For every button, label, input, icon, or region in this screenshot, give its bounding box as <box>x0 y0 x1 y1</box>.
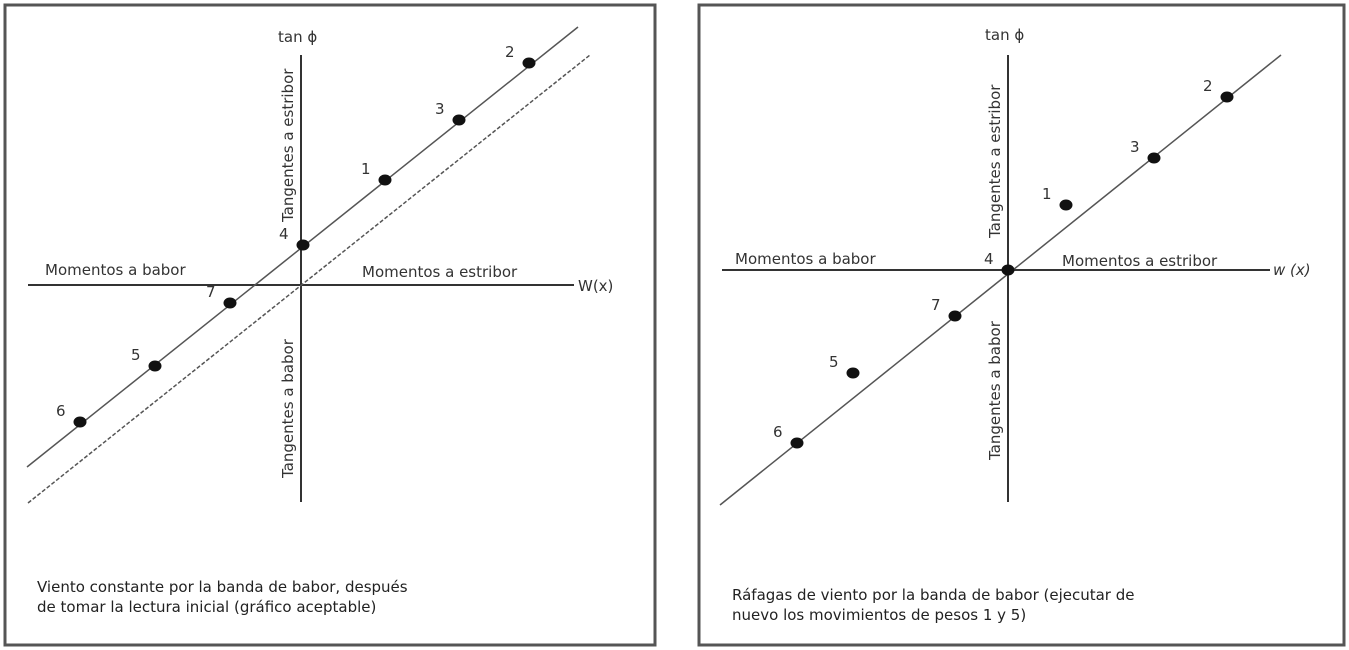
data-point-2 <box>1220 91 1234 103</box>
x-axis-label: w (x) <box>1273 261 1311 279</box>
point-label-1: 1 <box>361 160 371 178</box>
lower-tangent-label: Tangentes a babor <box>986 320 1004 461</box>
caption-line-2: de tomar la lectura inicial (gráfico ace… <box>37 598 376 616</box>
data-point-3 <box>1147 152 1161 164</box>
data-point-5 <box>148 360 162 372</box>
point-label-2: 2 <box>1203 77 1213 95</box>
point-label-1: 1 <box>1042 185 1052 203</box>
point-label-5: 5 <box>829 353 839 371</box>
panel-border <box>697 3 1346 647</box>
solid-fit-line <box>719 54 1282 506</box>
data-point-7 <box>948 310 962 322</box>
point-label-3: 3 <box>1130 138 1140 156</box>
data-point-1 <box>1059 199 1073 211</box>
upper-tangent-label: Tangentes a estribor <box>986 84 1004 239</box>
data-point-6 <box>73 416 87 428</box>
caption-line-2: nuevo los movimientos de pesos 1 y 5) <box>732 606 1026 624</box>
data-point-6 <box>790 437 804 449</box>
data-point-4 <box>1001 264 1015 276</box>
point-label-7: 7 <box>206 283 216 301</box>
data-point-4 <box>296 239 310 251</box>
data-point-7 <box>223 297 237 309</box>
point-label-2: 2 <box>505 43 515 61</box>
point-label-7: 7 <box>931 296 941 314</box>
data-point-3 <box>452 114 466 126</box>
data-point-1 <box>378 174 392 186</box>
panel-border <box>3 3 657 647</box>
y-axis-label: tan ϕ <box>278 28 317 46</box>
point-label-4: 4 <box>984 250 994 268</box>
data-point-5 <box>846 367 860 379</box>
point-label-4: 4 <box>279 225 289 243</box>
panel-right: tan ϕ w (x) Momentos a babor Momentos a … <box>697 3 1346 647</box>
point-label-6: 6 <box>773 423 783 441</box>
data-point-2 <box>522 57 536 69</box>
lower-tangent-label: Tangentes a babor <box>279 338 297 479</box>
x-axis-label: W(x) <box>578 277 613 295</box>
upper-tangent-label: Tangentes a estribor <box>279 68 297 223</box>
y-axis-label: tan ϕ <box>985 26 1024 44</box>
right-moments-label: Momentos a estribor <box>1062 252 1218 270</box>
point-label-6: 6 <box>56 402 66 420</box>
point-label-3: 3 <box>435 100 445 118</box>
right-moments-label: Momentos a estribor <box>362 263 518 281</box>
panel-left: tan ϕ W(x) Momentos a babor Momentos a e… <box>3 3 657 647</box>
left-moments-label: Momentos a babor <box>735 250 876 268</box>
point-label-5: 5 <box>131 346 141 364</box>
caption-line-1: Ráfagas de viento por la banda de babor … <box>732 586 1135 604</box>
caption-line-1: Viento constante por la banda de babor, … <box>37 578 408 596</box>
left-moments-label: Momentos a babor <box>45 261 186 279</box>
